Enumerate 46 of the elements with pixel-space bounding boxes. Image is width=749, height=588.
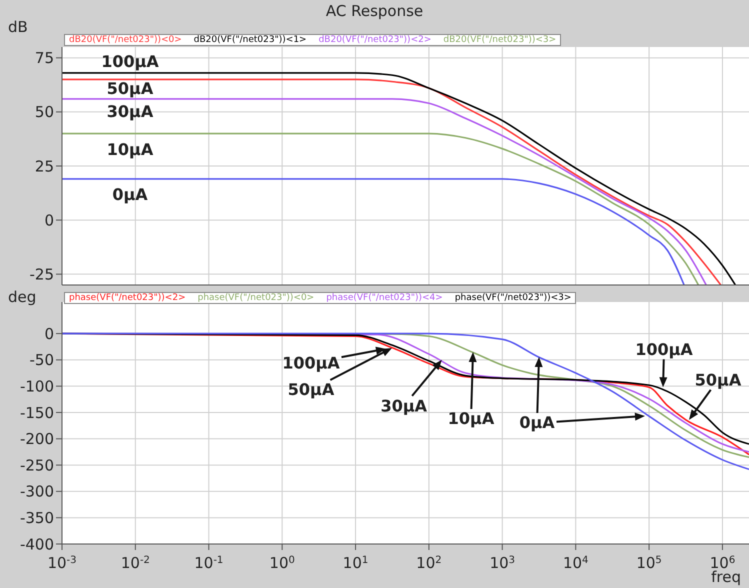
y-tick-label: 0: [44, 324, 54, 343]
x-tick-label: 10$^{3}$: [490, 554, 516, 572]
y-tick-label: -350: [20, 509, 54, 528]
x-tick-label: 10$^{-3}$: [47, 554, 77, 572]
text: dB20(VF("/net023"))<3>: [443, 35, 556, 45]
y-tick-label: -150: [20, 404, 54, 422]
y-tick-label: -400: [20, 535, 54, 554]
annotation: 50µA: [694, 370, 742, 390]
annotation: 50µA: [106, 79, 154, 99]
annotation: 50µA: [286, 380, 336, 400]
y-tick-label: -100: [20, 378, 54, 396]
text: dB20(VF("/net023"))<0>: [69, 35, 182, 45]
text: dB20(VF("/net023"))<1>: [194, 35, 307, 45]
annotation: 30µA: [380, 396, 428, 416]
y-tick-label: 75: [34, 49, 54, 68]
y-tick-label: 0: [44, 211, 54, 230]
annotation: 100µA: [635, 340, 694, 359]
y-tick-label: -250: [20, 456, 54, 474]
text: phase(VF("/net023"))<4>: [326, 293, 443, 303]
y-tick-label: 25: [34, 157, 54, 176]
annotation: 30µA: [106, 102, 154, 122]
x-tick-label: 10$^{4}$: [562, 554, 588, 572]
x-tick-label: 10$^{1}$: [342, 554, 368, 572]
text: phase(VF("/net023"))<3>: [454, 293, 572, 303]
annotation: 100µA: [282, 353, 340, 372]
y-axis-title: dB: [8, 18, 28, 36]
x-tick-label: 10$^{-1}$: [194, 554, 224, 572]
annotation: 100µA: [100, 52, 160, 72]
x-tick-label: 10$^{5}$: [636, 554, 662, 572]
annotation: 10µA: [106, 140, 154, 160]
annotation: 0µA: [111, 185, 149, 205]
y-tick-label: -25: [30, 266, 54, 284]
x-tick-label: 10$^{-2}$: [120, 554, 150, 572]
annotation: 10µA: [446, 409, 496, 429]
x-tick-label: 10$^{2}$: [416, 554, 442, 572]
y-tick-label: -50: [30, 351, 54, 370]
x-tick-label: 10$^{0}$: [269, 554, 295, 572]
text: phase(VF("/net023"))<0>: [198, 293, 314, 303]
annotation: 0µA: [518, 413, 556, 433]
text: phase(VF("/net023"))<2>: [69, 293, 186, 303]
chart-title: AC Response: [326, 2, 424, 20]
text: dB20(VF("/net023"))<2>: [318, 35, 432, 45]
y-axis-title: deg: [8, 288, 36, 306]
y-tick-label: -200: [20, 430, 54, 448]
y-tick-label: -300: [20, 482, 54, 501]
y-tick-label: 50: [34, 103, 54, 122]
